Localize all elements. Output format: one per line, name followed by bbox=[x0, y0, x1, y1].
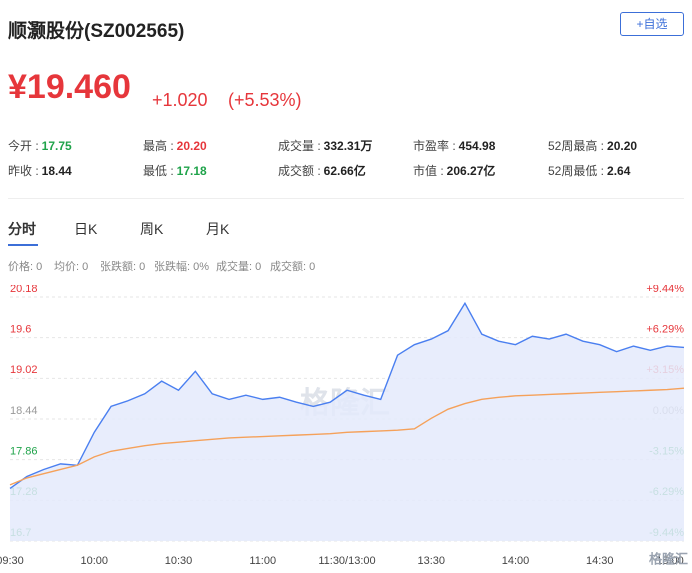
stat-label: 成交量 : bbox=[278, 139, 321, 153]
y-tick-label: 20.18 bbox=[10, 285, 38, 295]
price: ¥19.460 bbox=[8, 68, 131, 106]
stat: 成交量 :332.31万 bbox=[278, 137, 372, 154]
info-item: 成交量: 0 bbox=[216, 261, 262, 273]
stat: 今开 :17.75 bbox=[8, 137, 72, 154]
stat-label: 52周最低 : bbox=[548, 164, 605, 178]
x-tick-label: 10:30 bbox=[165, 555, 193, 567]
area bbox=[10, 303, 684, 541]
info-item: 均价: 0 bbox=[54, 261, 89, 273]
info-item: 成交额: 0 bbox=[270, 261, 316, 273]
stat-label: 市盈率 : bbox=[413, 139, 456, 153]
price-percent: (+5.53%) bbox=[228, 90, 302, 110]
stat-label: 成交额 : bbox=[278, 164, 321, 178]
stat-value: 18.44 bbox=[41, 164, 72, 178]
x-tick-label: 10:00 bbox=[80, 555, 108, 567]
stat-value: 206.27亿 bbox=[446, 164, 496, 178]
stat: 市盈率 :454.98 bbox=[413, 137, 495, 154]
info-item: 价格: 0 bbox=[8, 261, 43, 273]
stat: 最低 :17.18 bbox=[143, 162, 207, 179]
stat-value: 20.20 bbox=[607, 139, 638, 153]
stat-value: 62.66亿 bbox=[323, 164, 366, 178]
x-tick-label: 14:00 bbox=[502, 555, 530, 567]
stat-label: 最高 : bbox=[143, 139, 174, 153]
divider bbox=[8, 198, 684, 199]
stat-label: 最低 : bbox=[143, 164, 174, 178]
x-tick-label: 14:30 bbox=[586, 555, 614, 567]
y-tick-label: 19.6 bbox=[10, 324, 31, 336]
stat-value: 17.75 bbox=[41, 139, 72, 153]
stat: 成交额 :62.66亿 bbox=[278, 162, 366, 179]
stat: 52周最高 :20.20 bbox=[548, 137, 637, 154]
stat-label: 昨收 : bbox=[8, 164, 39, 178]
y2-tick-label: +9.44% bbox=[646, 285, 684, 295]
tab[interactable]: 周K bbox=[140, 221, 164, 237]
tab-underline bbox=[8, 244, 38, 246]
x-tick-label: 09:30 bbox=[0, 555, 24, 567]
stat: 52周最低 :2.64 bbox=[548, 162, 630, 179]
x-tick-label: 15:00 bbox=[656, 555, 684, 567]
info-item: 张跌幅: 0% bbox=[154, 261, 210, 273]
stock-title: 顺灏股份(SZ002565) bbox=[8, 21, 185, 42]
stat-label: 今开 : bbox=[8, 139, 39, 153]
tab[interactable]: 日K bbox=[74, 221, 98, 237]
line bbox=[9, 301, 685, 489]
stat-value: 20.20 bbox=[176, 139, 207, 153]
x-tick-label: 11:00 bbox=[249, 555, 276, 567]
logo: 格隆汇 bbox=[649, 551, 688, 566]
x-tick-label: 11:30/13:00 bbox=[318, 555, 375, 567]
stat-label: 52周最高 : bbox=[548, 139, 605, 153]
tab[interactable]: 分时 bbox=[8, 221, 36, 237]
watch-button[interactable]: +自选 bbox=[620, 12, 684, 36]
chart: 格隆汇20.1819.619.0218.4417.8617.2816.7+9.4… bbox=[0, 285, 688, 567]
stat-value: 2.64 bbox=[607, 164, 631, 178]
stat: 昨收 :18.44 bbox=[8, 162, 72, 179]
stat-value: 332.31万 bbox=[323, 139, 373, 153]
info-item: 张跌额: 0 bbox=[100, 261, 146, 273]
y2-tick-label: +6.29% bbox=[646, 324, 684, 336]
stat-label: 市值 : bbox=[413, 164, 444, 178]
tab[interactable]: 月K bbox=[206, 221, 230, 237]
stat: 市值 :206.27亿 bbox=[413, 162, 495, 179]
x-tick-label: 13:30 bbox=[417, 555, 445, 567]
y-tick-label: 18.44 bbox=[10, 405, 38, 417]
price-change: +1.020 bbox=[152, 90, 208, 110]
stat-value: 17.18 bbox=[176, 164, 207, 178]
y-tick-label: 17.86 bbox=[10, 446, 38, 458]
stat: 最高 :20.20 bbox=[143, 137, 207, 154]
stat-value: 454.98 bbox=[458, 139, 496, 153]
line bbox=[9, 387, 685, 486]
y-tick-label: 19.02 bbox=[10, 364, 38, 376]
